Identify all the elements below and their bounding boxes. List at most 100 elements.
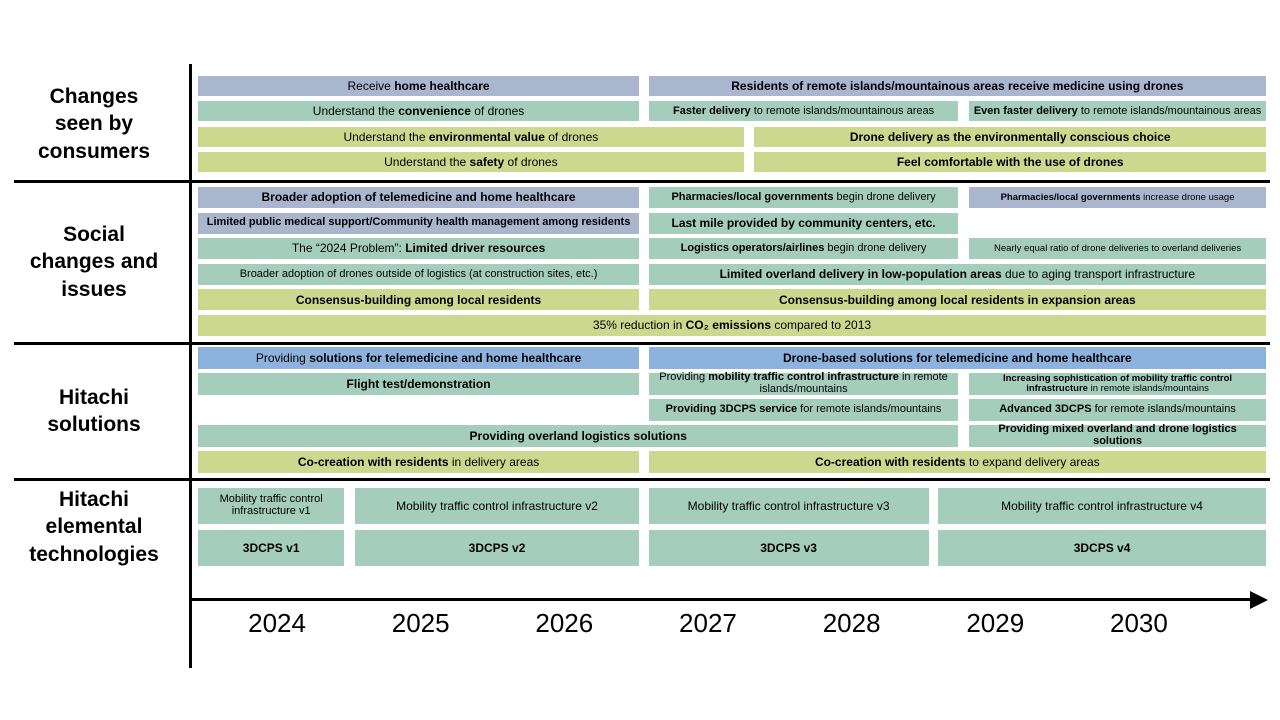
bar-text: The “2024 Problem”: Limited driver resou… (291, 241, 546, 256)
section-label-solutions: Hitachi solutions (47, 385, 141, 436)
bar-text: Flight test/demonstration (346, 376, 491, 391)
roadmap-bar: Nearly equal ratio of drone deliveries t… (969, 238, 1266, 260)
section-divider (14, 180, 1270, 183)
roadmap-bar: Feel comfortable with the use of drones (754, 152, 1266, 173)
bar-text: Feel comfortable with the use of drones (896, 154, 1124, 169)
year-label: 2029 (966, 608, 1025, 638)
bar-text: Drone-based solutions for telemedicine a… (782, 350, 1132, 365)
bar-text: Residents of remote islands/mountainous … (731, 78, 1184, 93)
bar-text: Co-creation with residents to expand del… (814, 454, 1100, 469)
bar-text: Broader adoption of drones outside of lo… (239, 267, 598, 280)
roadmap-bar: Providing 3DCPS service for remote islan… (648, 399, 959, 421)
bar-text: Understand the environmental value of dr… (343, 129, 599, 144)
roadmap-bar: Co-creation with residents in delivery a… (198, 451, 640, 473)
year-label: 2028 (822, 608, 881, 638)
year-label: 2026 (535, 608, 594, 638)
bar-text: Understand the safety of drones (384, 154, 558, 169)
roadmap-bar: Receive home healthcare (198, 76, 640, 96)
bar-text: Providing mobility traffic control infra… (659, 371, 948, 395)
bar-text: Logistics operators/airlines begin drone… (680, 241, 927, 254)
bar-text: Mobility traffic control infrastructure … (219, 493, 323, 517)
roadmap-bar: Drone-based solutions for telemedicine a… (648, 347, 1266, 369)
roadmap-bar: Pharmacies/local governments increase dr… (969, 187, 1266, 208)
roadmap-bar: 3DCPS v1 (198, 530, 345, 566)
bar-text: Pharmacies/local governments begin drone… (671, 190, 936, 203)
roadmap-bar: Mobility traffic control infrastructure … (938, 488, 1266, 524)
roadmap-bar: The “2024 Problem”: Limited driver resou… (198, 238, 640, 260)
bar-text: Providing solutions for telemedicine and… (255, 350, 582, 365)
roadmap-bar: Mobility traffic control infrastructure … (354, 488, 640, 524)
roadmap-bar: 35% reduction in CO₂ emissions compared … (198, 315, 1266, 336)
bar-text: Increasing sophistication of mobility tr… (1002, 373, 1233, 394)
bar-text: Limited overland delivery in low-populat… (719, 267, 1196, 281)
roadmap-bar: Consensus-building among local residents (198, 289, 640, 311)
bar-text: 3DCPS v3 (760, 540, 817, 555)
roadmap-bar: Increasing sophistication of mobility tr… (969, 373, 1266, 395)
roadmap-bar: Mobility traffic control infrastructure … (648, 488, 929, 524)
roadmap-bar: Mobility traffic control infrastructure … (198, 488, 345, 524)
bar-text: 3DCPS v4 (1073, 540, 1131, 555)
roadmap-bar: Providing solutions for telemedicine and… (198, 347, 640, 369)
bar-text: Last mile provided by community centers,… (671, 215, 936, 230)
arrowhead-icon (1250, 591, 1268, 609)
bar-text: Co-creation with residents in delivery a… (297, 454, 540, 469)
bar-text: Mobility traffic control infrastructure … (1001, 498, 1203, 513)
bar-text: Nearly equal ratio of drone deliveries t… (993, 242, 1242, 254)
roadmap-bar: Co-creation with residents to expand del… (648, 451, 1266, 473)
year-label: 2027 (679, 608, 737, 638)
roadmap-bar: Providing mobility traffic control infra… (648, 371, 959, 395)
roadmap-bar: Providing overland logistics solutions (198, 425, 959, 447)
timeline-axis (190, 598, 1252, 601)
roadmap-bar: Logistics operators/airlines begin drone… (648, 238, 959, 260)
bar-text: Limited public medical support/Community… (206, 216, 631, 229)
roadmap-bar: Even faster delivery to remote islands/m… (969, 101, 1266, 122)
roadmap-chart-area: Receive home healthcare Residents of remo… (198, 0, 1266, 600)
section-label-consumers: Changes seen by consumers (37, 85, 151, 163)
roadmap-bar: Pharmacies/local governments begin drone… (648, 187, 959, 208)
year-label: 2030 (1109, 608, 1168, 638)
year-label: 2024 (248, 608, 306, 638)
year-label: 2025 (391, 608, 450, 638)
bar-text: Receive home healthcare (347, 78, 490, 93)
bar-text: Understand the convenience of drones (312, 104, 525, 119)
roadmap-bar: Residents of remote islands/mountainous … (648, 76, 1266, 96)
bar-text: 3DCPS v2 (468, 540, 526, 555)
roadmap-bar: Broader adoption of drones outside of lo… (198, 263, 640, 285)
roadmap-bar: Faster delivery to remote islands/mounta… (648, 101, 959, 122)
roadmap-bar: Understand the safety of drones (198, 152, 744, 173)
bar-text: Even faster delivery to remote islands/m… (973, 104, 1262, 117)
bar-text: 3DCPS v1 (242, 540, 300, 555)
roadmap-bar: Drone delivery as the environmentally co… (754, 126, 1266, 147)
bar-text: Pharmacies/local governments increase dr… (1000, 191, 1235, 203)
roadmap-bar: Limited overland delivery in low-populat… (648, 263, 1266, 285)
bar-text: Drone delivery as the environmentally co… (849, 129, 1171, 144)
roadmap-bar: Flight test/demonstration (198, 373, 640, 395)
roadmap-bar: Understand the environmental value of dr… (198, 126, 744, 147)
section-label-social: Social changes and issues (29, 223, 159, 301)
roadmap-bar: Limited public medical support/Community… (198, 212, 640, 234)
section-label-elemental: Hitachi elemental technologies (29, 488, 159, 566)
bar-text: 35% reduction in CO₂ emissions compared … (592, 318, 872, 333)
timeline-years: 2024 2025 2026 2027 2028 2029 2030 (198, 608, 1266, 648)
bar-text: Providing mixed overland and drone logis… (998, 423, 1237, 447)
roadmap-bar: 3DCPS v4 (938, 530, 1266, 566)
bar-text: Faster delivery to remote islands/mounta… (673, 104, 935, 117)
bar-text: Providing overland logistics solutions (469, 428, 687, 443)
roadmap-bar: Providing mixed overland and drone logis… (969, 423, 1266, 447)
bar-text: Broader adoption of telemedicine and hom… (261, 190, 576, 205)
roadmap-bar: Understand the convenience of drones (198, 101, 640, 122)
roadmap-bar: 3DCPS v3 (648, 530, 929, 566)
roadmap-bar: Advanced 3DCPS for remote islands/mounta… (969, 399, 1266, 421)
bar-text: Mobility traffic control infrastructure … (396, 498, 598, 513)
bar-text: Consensus-building among local residents (295, 292, 542, 307)
roadmap-bar: Broader adoption of telemedicine and hom… (198, 187, 640, 208)
bar-text: Advanced 3DCPS for remote islands/mounta… (999, 403, 1236, 416)
roadmap-bar: Last mile provided by community centers,… (648, 212, 959, 234)
roadmap-bar: Consensus-building among local residents… (648, 289, 1266, 311)
section-divider (14, 478, 1270, 481)
axis-vertical-line (189, 64, 192, 668)
section-divider (14, 342, 1270, 345)
bar-text: Providing 3DCPS service for remote islan… (665, 403, 942, 416)
bar-text: Mobility traffic control infrastructure … (687, 498, 890, 513)
